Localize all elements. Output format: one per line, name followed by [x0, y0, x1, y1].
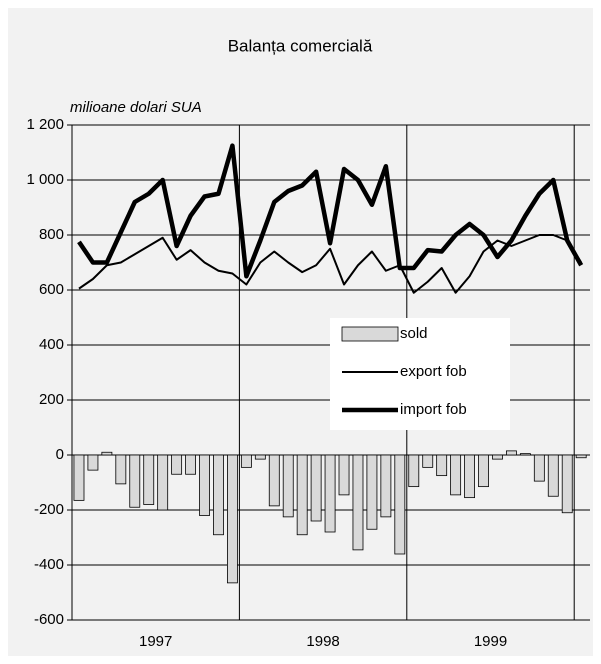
bar	[101, 451, 113, 456]
bar	[464, 454, 475, 499]
legend-swatch	[341, 326, 399, 342]
bar	[408, 454, 420, 488]
bar	[199, 454, 210, 516]
bar	[478, 454, 489, 488]
bar	[296, 454, 308, 536]
bar	[185, 454, 196, 475]
legend-label: import fob	[400, 401, 467, 418]
bar	[227, 454, 238, 584]
bar	[380, 454, 392, 518]
bar	[366, 454, 378, 530]
bar	[129, 454, 141, 508]
bar	[240, 454, 252, 468]
bar	[450, 454, 462, 496]
y-tick-label: -200	[34, 501, 64, 518]
legend-label: sold	[400, 325, 428, 342]
bar	[436, 454, 448, 477]
bar	[73, 454, 85, 501]
y-tick-label: 600	[39, 281, 64, 298]
bar	[422, 454, 434, 468]
y-tick-label: 400	[39, 336, 64, 353]
bar	[394, 454, 406, 555]
x-tick-label: 1997	[139, 633, 172, 650]
y-tick-label: 0	[56, 446, 64, 463]
line	[78, 234, 583, 294]
chart-title: Balanța comercială	[228, 36, 373, 55]
bar	[533, 454, 545, 482]
bar	[561, 454, 573, 514]
bar	[87, 454, 99, 471]
bar	[157, 454, 169, 511]
bar	[115, 454, 127, 485]
y-tick-label: 1 000	[26, 171, 64, 188]
bar	[324, 454, 336, 533]
bar	[310, 454, 322, 522]
bar	[171, 454, 183, 475]
bar	[268, 454, 280, 507]
bar	[547, 454, 559, 497]
bar	[282, 454, 294, 518]
x-tick-label: 1998	[306, 633, 339, 650]
y-axis-label: milioane dolari SUA	[70, 99, 202, 116]
y-tick-label: -600	[34, 611, 64, 628]
x-tick-label: 1999	[474, 633, 507, 650]
y-tick-label: 200	[39, 391, 64, 408]
bar	[338, 454, 350, 496]
bar	[506, 450, 517, 456]
y-tick-label: 800	[39, 226, 64, 243]
bar	[575, 454, 587, 459]
bar	[352, 454, 364, 551]
y-tick-label: -400	[34, 556, 64, 573]
legend-label: export fob	[400, 363, 467, 380]
bar	[213, 454, 224, 536]
bar	[254, 454, 266, 460]
y-tick-label: 1 200	[26, 116, 64, 133]
line	[77, 143, 584, 279]
bar	[519, 453, 531, 456]
bar	[143, 454, 155, 505]
bar	[492, 454, 503, 460]
